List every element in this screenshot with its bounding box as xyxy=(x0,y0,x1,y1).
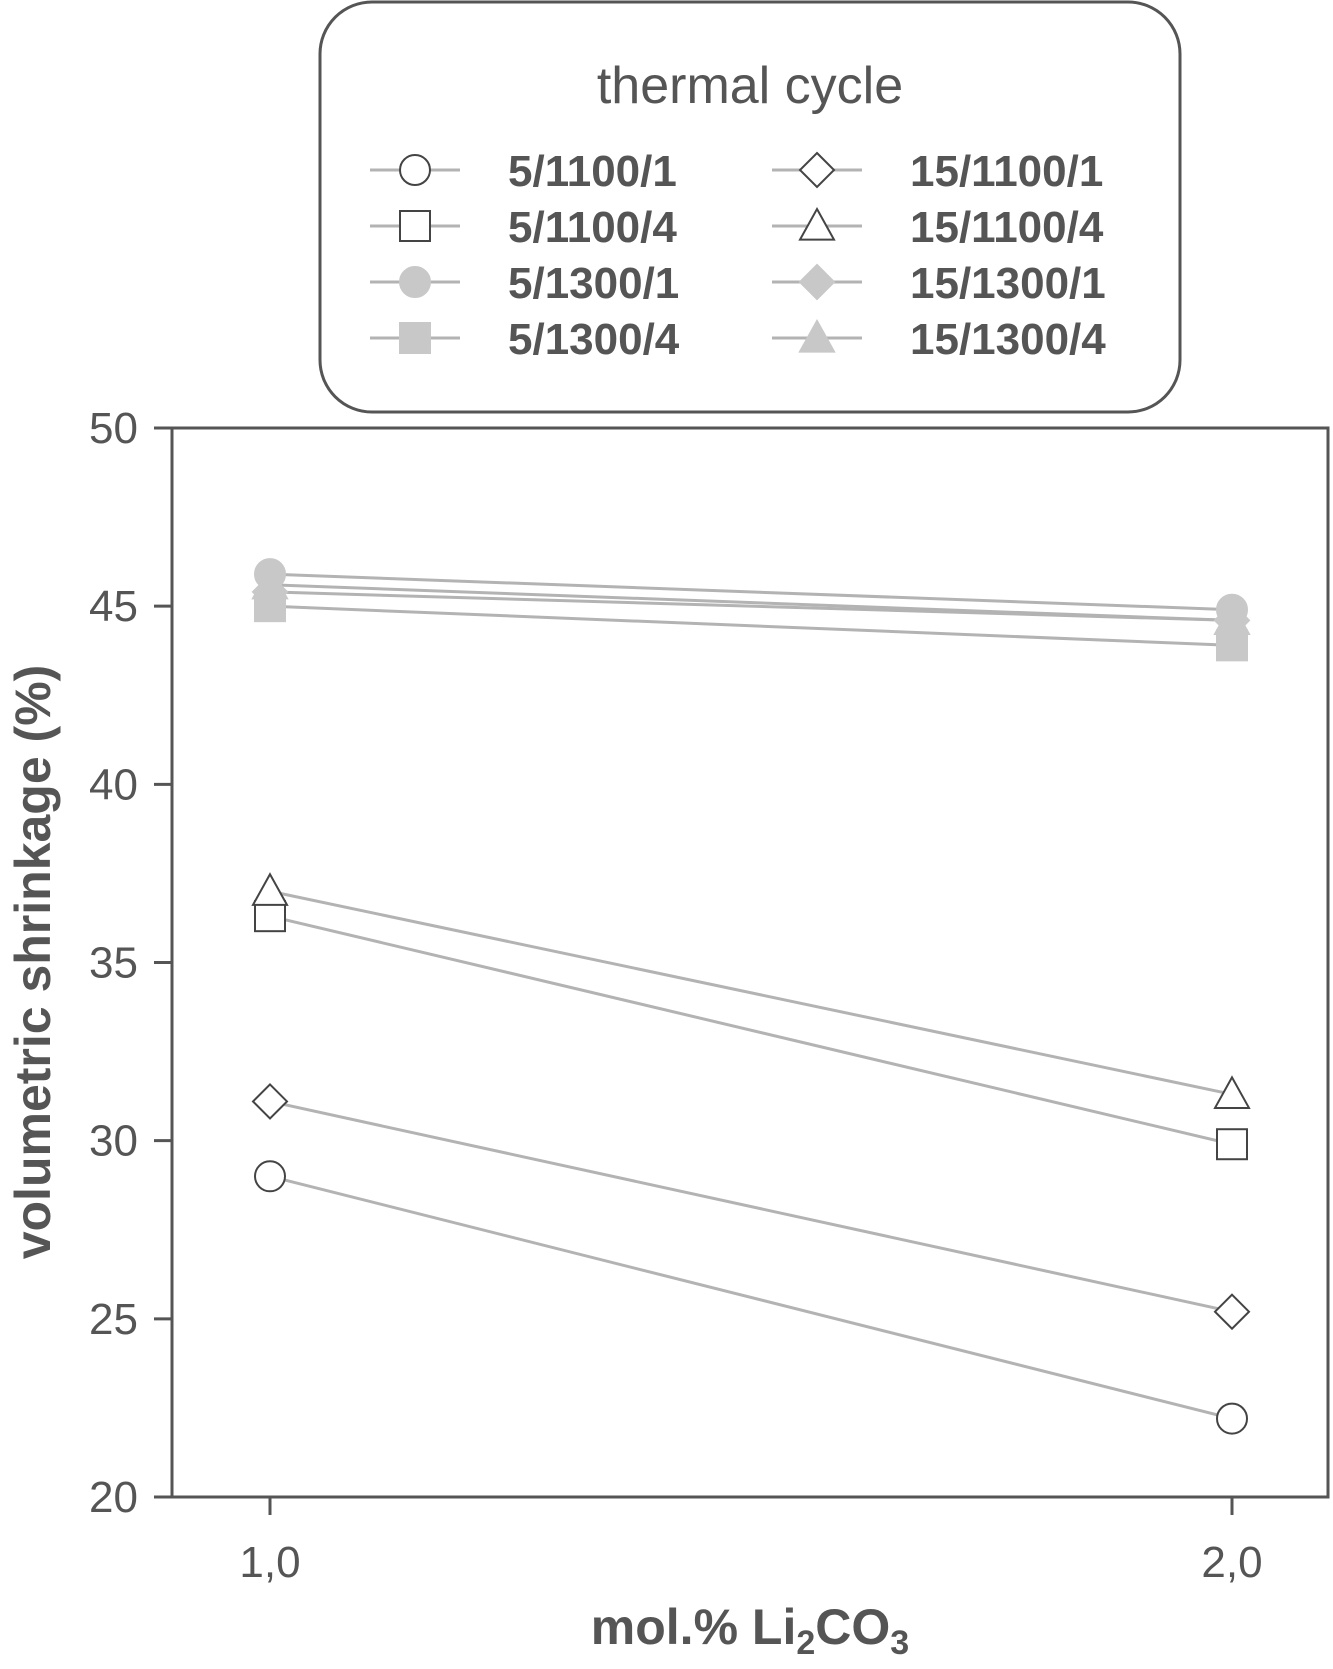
legend-marker xyxy=(399,322,431,354)
series-lines xyxy=(269,572,1233,1421)
legend-title: thermal cycle xyxy=(597,57,903,115)
legend-label: 15/1100/1 xyxy=(910,147,1103,196)
x-axis: 1,0 2,0 xyxy=(239,1497,1263,1587)
data-point-15-1300-4 xyxy=(251,565,289,600)
data-point-5-1100-4 xyxy=(254,900,286,933)
data-point-15-1300-4 xyxy=(1213,601,1251,636)
legend-box xyxy=(318,0,1182,414)
series-line-15-1300-4 xyxy=(269,583,1233,622)
legend-label: 5/1300/1 xyxy=(508,259,679,308)
legend-entries: 5/1100/1 5/1100/4 5/1300/1 5/1300/4 15/1100/… xyxy=(370,147,1106,364)
y-tick-label: 40 xyxy=(89,760,138,809)
data-point-5-1100-4 xyxy=(1216,1128,1248,1161)
legend-marker xyxy=(798,206,836,241)
x-tick-label: 1,0 xyxy=(239,1538,300,1587)
series-line-5-1300-4 xyxy=(269,604,1233,647)
y-tick-label: 30 xyxy=(89,1117,138,1166)
y-axis-title: volumetric shrinkage (%) xyxy=(5,665,61,1260)
legend-label: 15/1100/4 xyxy=(910,203,1104,252)
x-axis-title-sub1: 2 xyxy=(796,1624,815,1662)
data-point-5-1100-1 xyxy=(254,1160,286,1193)
x-axis-title-sub2: 3 xyxy=(890,1624,909,1662)
legend-label: 15/1300/4 xyxy=(910,315,1106,364)
series-line-15-1100-4 xyxy=(269,889,1233,1096)
legend: thermal cycle 5/1100/15/1100/45/1300/15/… xyxy=(318,0,1182,414)
data-point-15-1100-1 xyxy=(251,1083,289,1120)
series-line-15-1100-1 xyxy=(269,1100,1233,1314)
data-point-15-1100-1 xyxy=(1213,1293,1251,1331)
data-point-15-1100-4 xyxy=(1213,1075,1251,1109)
y-axis: 20 25 30 35 40 45 50 xyxy=(89,404,172,1522)
data-point-5-1100-1 xyxy=(1216,1402,1248,1435)
x-tick-label: 2,0 xyxy=(1201,1538,1262,1587)
legend-marker xyxy=(399,154,431,186)
y-tick-label: 50 xyxy=(89,404,138,453)
x-axis-title: mol.% Li2CO3 xyxy=(591,1599,909,1662)
legend-label: 5/1100/1 xyxy=(508,147,677,196)
legend-label: 5/1300/4 xyxy=(508,315,680,364)
legend-marker xyxy=(399,210,431,242)
legend-marker xyxy=(798,151,836,189)
y-tick-label: 25 xyxy=(89,1295,138,1344)
legend-marker xyxy=(399,266,431,298)
y-tick-label: 35 xyxy=(89,939,138,988)
y-tick-label: 45 xyxy=(89,582,138,631)
x-axis-title-prefix: mol.% Li xyxy=(591,1599,797,1655)
series-line-5-1300-1 xyxy=(269,572,1233,612)
y-tick-label: 20 xyxy=(89,1473,138,1522)
legend-marker xyxy=(798,263,836,301)
legend-label: 5/1100/4 xyxy=(508,203,677,252)
legend-label: 15/1300/1 xyxy=(910,259,1106,308)
legend-marker xyxy=(798,318,836,353)
x-axis-title-mid: CO xyxy=(815,1599,890,1655)
series-markers xyxy=(251,558,1251,1435)
series-line-5-1100-4 xyxy=(269,914,1233,1146)
data-point-15-1100-4 xyxy=(251,872,289,906)
series-line-5-1100-1 xyxy=(269,1174,1233,1421)
